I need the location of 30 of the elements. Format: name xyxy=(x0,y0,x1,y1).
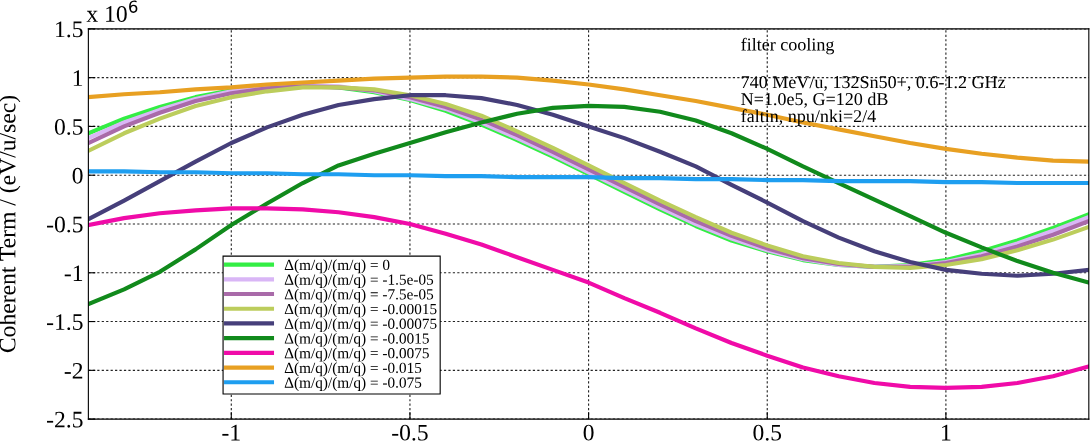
legend-label: Δ(m/q)/(m/q) = -1.5e-05 xyxy=(284,274,434,288)
annotation: N=1.0e5, G=120 dB xyxy=(741,92,888,108)
y-tick-label: -0.5 xyxy=(47,216,83,233)
legend-label: Δ(m/q)/(m/q) = -0.0075 xyxy=(284,347,429,362)
y-tick-label: -2 xyxy=(64,362,83,379)
y-tick-label: 1.5 xyxy=(56,21,83,38)
legend-label: Δ(m/q)/(m/q) = -0.0015 xyxy=(284,332,429,347)
line-series xyxy=(88,169,1089,186)
legend-label: Δ(m/q)/(m/q) = -0.075 xyxy=(284,377,422,391)
legend-label: Δ(m/q)/(m/q) = -0.015 xyxy=(284,362,422,377)
x-tick-label: 1 xyxy=(942,424,951,441)
y-tick-label: -1 xyxy=(64,265,83,281)
legend-label: Δ(m/q)/(m/q) = -7.5e-05 xyxy=(284,288,434,303)
x-tick-label: -0.5 xyxy=(392,424,428,441)
y-tick-label: 1 xyxy=(73,70,83,86)
y-tick-label: -2.5 xyxy=(47,411,83,428)
line-series xyxy=(88,74,1089,164)
y-tick-label: 0.5 xyxy=(54,118,83,135)
x-tick-label: -1 xyxy=(222,424,240,441)
y-tick-label: 0 xyxy=(72,167,83,184)
legend-label: Δ(m/q)/(m/q) = 0 xyxy=(284,259,390,274)
annotation: 740 MeV/u, 132Sn50+, 0.6-1.2 GHz xyxy=(741,76,1006,91)
text: x 10$^{6}$ xyxy=(86,0,138,22)
x-tick-label: 0.5 xyxy=(753,424,782,441)
y-tick-label: -1.5 xyxy=(47,314,83,331)
annotation: filter cooling xyxy=(741,37,835,55)
line-series xyxy=(88,206,1089,390)
legend-label: Δ(m/q)/(m/q) = -0.00075 xyxy=(284,318,437,333)
legend-label: Δ(m/q)/(m/q) = -0.00015 xyxy=(284,303,437,318)
x-tick-label: 0 xyxy=(583,424,594,441)
